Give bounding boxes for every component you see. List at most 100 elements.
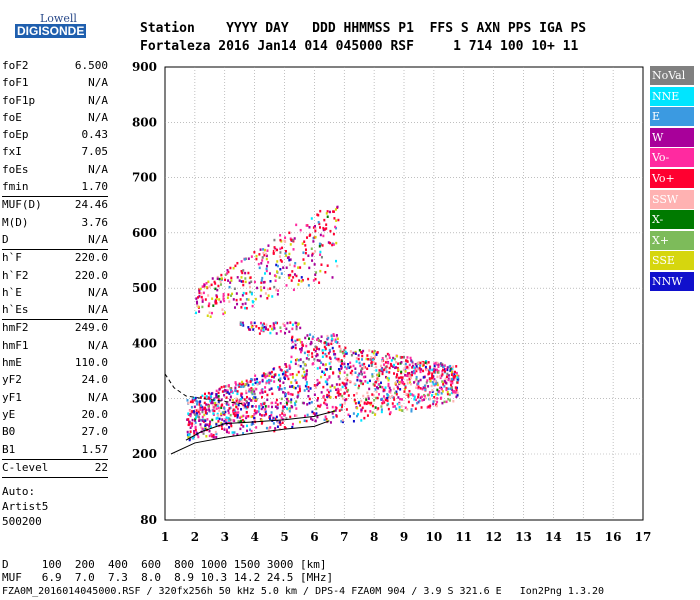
- echo-point: [318, 366, 321, 370]
- echo-point: [409, 381, 412, 384]
- param-row: foF1p N/A: [2, 93, 108, 110]
- echo-point: [292, 276, 295, 279]
- echo-point: [269, 426, 272, 429]
- echo-point: [236, 407, 239, 411]
- echo-point: [247, 383, 250, 387]
- echo-point: [448, 365, 451, 369]
- echo-point: [374, 362, 377, 365]
- echo-point: [244, 302, 247, 305]
- echo-point: [440, 396, 443, 400]
- echo-point: [276, 403, 279, 406]
- echo-point: [279, 377, 282, 380]
- echo-point: [366, 381, 369, 384]
- echo-point: [334, 338, 337, 342]
- echo-point: [435, 404, 438, 408]
- echo-point: [417, 386, 420, 390]
- echo-point: [291, 393, 294, 396]
- echo-point: [245, 424, 248, 428]
- echo-point: [194, 425, 197, 429]
- echo-point: [393, 363, 396, 367]
- legend-item-w: W: [650, 127, 694, 147]
- echo-point: [285, 284, 288, 287]
- echo-point: [282, 406, 285, 410]
- echo-point: [240, 407, 243, 411]
- echo-point: [226, 384, 229, 388]
- echo-point: [332, 232, 335, 236]
- echo-point: [282, 371, 285, 374]
- echo-point: [450, 383, 453, 386]
- echo-point: [326, 378, 329, 381]
- echo-point: [380, 369, 383, 373]
- echo-point: [240, 394, 243, 397]
- echo-point: [264, 326, 267, 329]
- echo-point: [328, 356, 331, 359]
- echo-point: [189, 413, 192, 416]
- echo-point: [441, 373, 444, 376]
- echo-point: [386, 393, 389, 396]
- logo-digisonde-text: DIGISONDE: [15, 24, 87, 38]
- echo-point: [398, 376, 401, 380]
- echo-point: [240, 276, 243, 279]
- echo-point: [314, 229, 317, 233]
- echo-point: [297, 283, 300, 286]
- echo-point: [376, 377, 379, 380]
- echo-point: [284, 394, 287, 398]
- echo-point: [313, 236, 316, 239]
- echo-point: [328, 241, 331, 245]
- echo-point: [222, 312, 225, 316]
- echo-point: [265, 269, 268, 273]
- echo-point: [255, 399, 258, 402]
- param-row: hmF1 N/A: [2, 338, 108, 355]
- echo-point: [397, 368, 400, 371]
- echo-point: [240, 306, 243, 309]
- echo-point: [279, 251, 282, 254]
- echo-point: [284, 374, 287, 377]
- echo-point: [276, 321, 279, 325]
- echo-point: [197, 408, 200, 412]
- echo-point: [220, 283, 223, 286]
- echo-point: [217, 402, 220, 406]
- echo-point: [301, 374, 304, 378]
- echo-point: [275, 332, 278, 335]
- echo-point: [260, 329, 263, 332]
- echo-point: [190, 410, 193, 413]
- echo-point: [256, 380, 259, 384]
- echo-point: [365, 398, 368, 401]
- param-value: N/A: [88, 162, 108, 176]
- echo-point: [419, 396, 422, 399]
- echo-point: [275, 275, 278, 278]
- echo-point: [442, 365, 445, 369]
- echo-point: [229, 395, 232, 398]
- echo-point: [224, 385, 227, 388]
- echo-point: [316, 378, 319, 382]
- echo-point: [279, 326, 282, 329]
- echo-point: [233, 431, 236, 434]
- param-name: C-level: [2, 460, 49, 474]
- echo-point: [421, 387, 424, 391]
- echo-point: [279, 247, 282, 251]
- echo-point: [415, 375, 418, 379]
- echo-point: [348, 415, 351, 418]
- echo-point: [242, 324, 245, 327]
- echo-point: [338, 371, 341, 375]
- echo-point: [314, 224, 317, 228]
- echo-point: [323, 345, 326, 349]
- echo-point: [354, 350, 357, 354]
- echo-point: [236, 302, 239, 306]
- echo-point: [355, 392, 358, 395]
- echo-point: [273, 274, 276, 277]
- echo-point: [310, 401, 313, 404]
- echo-point: [271, 401, 274, 405]
- echo-point: [361, 363, 364, 366]
- echo-point: [210, 395, 213, 398]
- echo-point: [216, 288, 219, 292]
- echo-point: [208, 434, 211, 438]
- echo-point: [306, 387, 309, 391]
- echo-point: [260, 288, 263, 292]
- echo-point: [241, 396, 244, 399]
- echo-point: [299, 266, 302, 269]
- echo-point: [296, 358, 299, 361]
- echo-point: [208, 423, 211, 426]
- echo-point: [331, 384, 334, 387]
- echo-point: [263, 286, 266, 290]
